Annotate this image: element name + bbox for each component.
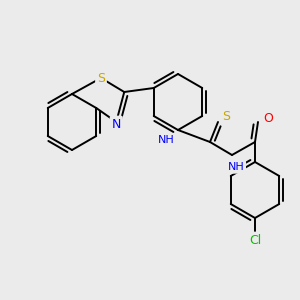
Text: NH: NH [228,162,244,172]
Text: S: S [222,110,230,124]
Text: NH: NH [158,135,174,145]
Text: O: O [263,112,273,124]
Text: Cl: Cl [249,233,261,247]
Text: N: N [112,118,121,130]
Text: S: S [97,71,105,85]
